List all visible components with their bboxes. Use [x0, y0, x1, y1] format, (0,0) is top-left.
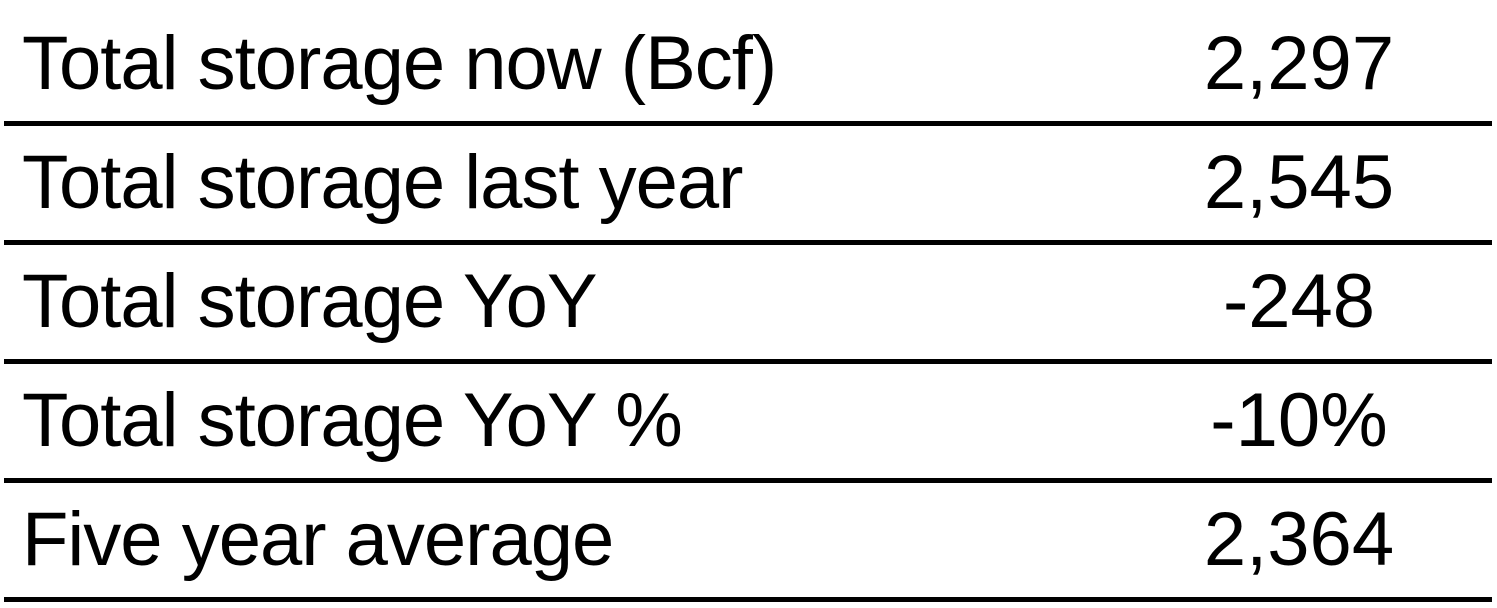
table-row: Five year average 2,364: [4, 483, 1492, 602]
table-row: Total storage last year 2,545: [4, 126, 1492, 245]
row-label: Five year average: [22, 497, 614, 582]
row-value: 2,364: [1203, 497, 1395, 582]
storage-table: Total storage now (Bcf) 2,297 Total stor…: [4, 0, 1492, 602]
row-value: 2,545: [1203, 140, 1395, 225]
row-value: -10%: [1210, 378, 1388, 463]
row-label: Total storage now (Bcf): [22, 21, 777, 106]
row-value: 2,297: [1203, 21, 1395, 106]
table-row: Total storage now (Bcf) 2,297: [4, 0, 1492, 126]
row-value: -248: [1222, 259, 1376, 344]
row-label: Total storage YoY: [22, 259, 598, 344]
row-label: Total storage YoY %: [22, 378, 683, 463]
row-label: Total storage last year: [22, 140, 743, 225]
table-row: Total storage YoY % -10%: [4, 364, 1492, 483]
table-row: Total storage YoY -248: [4, 245, 1492, 364]
